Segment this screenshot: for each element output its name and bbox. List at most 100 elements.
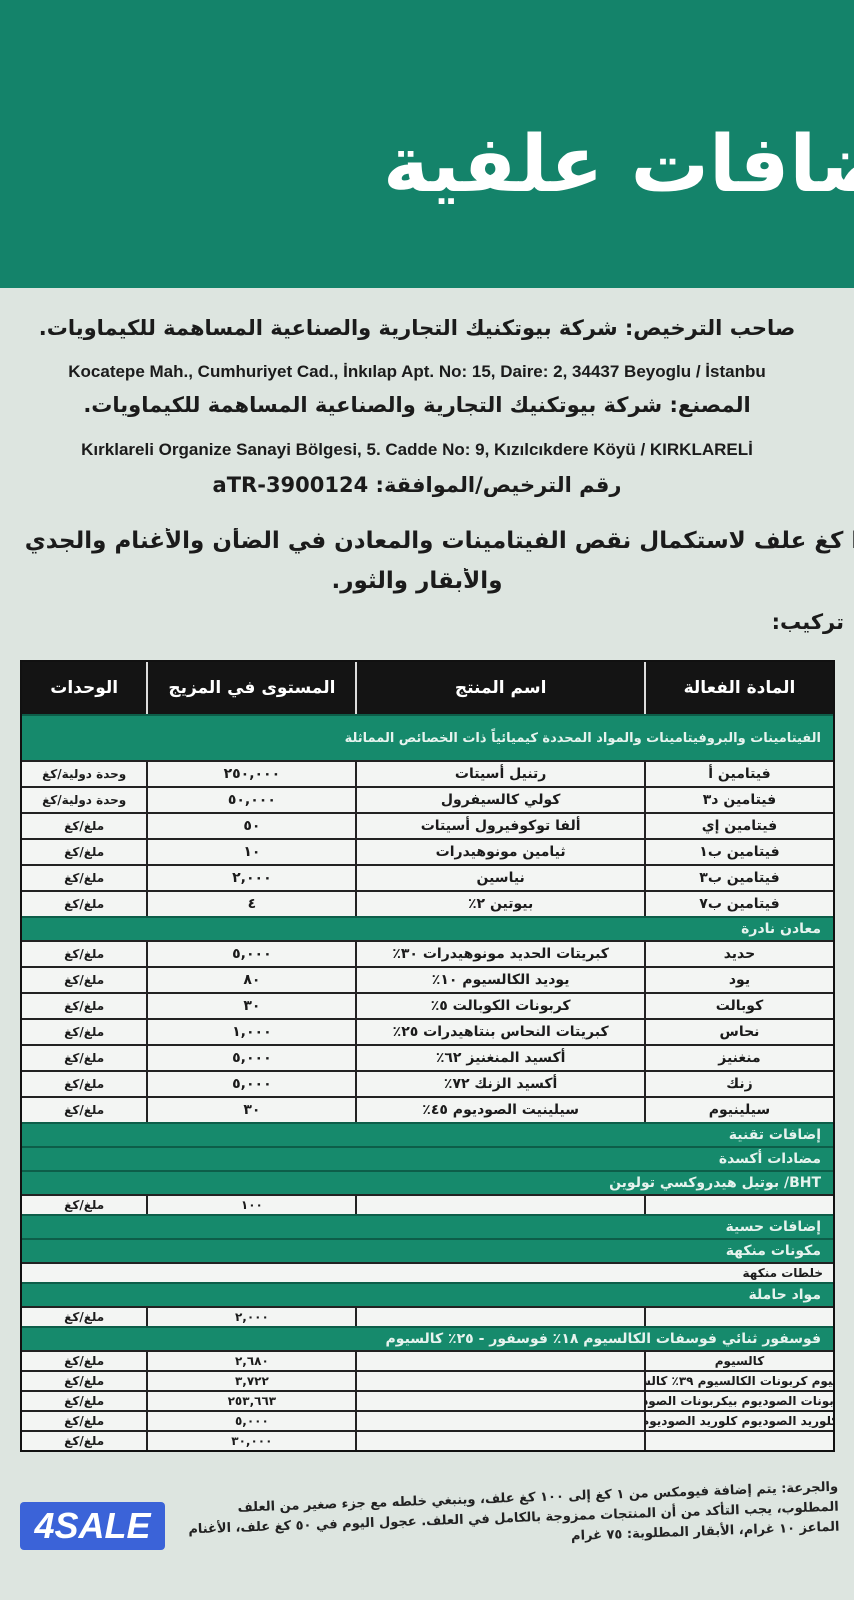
column-header: المادة الفعالة [643, 662, 833, 714]
watermark-logo: 4SALE [20, 1502, 165, 1550]
table-cell [355, 1196, 644, 1214]
manufacturer-address: Kırklareli Organize Sanayi Bölgesi, 5. C… [81, 440, 753, 459]
table-cell: ٥,٠٠٠ [146, 1412, 355, 1430]
table-cell: حديد [643, 942, 833, 966]
section-band-bht: BHT/ بوتيل هيدروكسي تولوين [22, 1170, 833, 1194]
table-row: فيتامين ب١ ثيامين مونوهيدرات ١٠ ملغ/كغ [22, 838, 833, 864]
table-cell: فيتامين ب٧ [643, 892, 833, 916]
section-band-vitamins: الفيتامينات والبروفيتامينات والمواد المح… [22, 714, 833, 760]
table-cell: ٨٠ [146, 968, 355, 992]
table-cell [355, 1308, 644, 1326]
section-band-technical: إضافات تقنية [22, 1122, 833, 1146]
table-cell: أكسيد المنغنيز ٦٢٪ [355, 1046, 644, 1070]
table-cell: كوبالت [643, 994, 833, 1018]
table-cell: ٣,٧٢٢ [146, 1372, 355, 1390]
column-header: اسم المنتج [355, 662, 644, 714]
table-cell: ملغ/كغ [64, 897, 105, 911]
table-cell: ٤ [146, 892, 355, 916]
table-cell: ملغ/كغ [64, 1374, 105, 1388]
table-cell: ملغ/كغ [64, 1434, 105, 1448]
table-row: حديد كبريتات الحديد مونوهيدرات ٣٠٪ ٥,٠٠٠ مل… [22, 940, 833, 966]
table-cell: ملغ/كغ [64, 871, 105, 885]
table-cell [643, 1196, 833, 1214]
table-cell: ألفا توكوفيرول أسيتات [355, 814, 644, 838]
table-cell: ٢٥٠,٠٠٠ [146, 762, 355, 786]
section-band-antioxidants: مضادات أكسدة [22, 1146, 833, 1170]
table-cell [355, 1372, 644, 1390]
table-cell: ٥,٠٠٠ [146, 1072, 355, 1096]
table-row: زنك أكسيد الزنك ٧٢٪ ٥,٠٠٠ ملغ/كغ [22, 1070, 833, 1096]
table-cell: ملغ/كغ [64, 973, 105, 987]
table-cell: منغنيز [643, 1046, 833, 1070]
table-cell: كلوريد الصوديوم كلوريد الصوديوم [643, 1412, 833, 1430]
table-row: يود يوديد الكالسيوم ١٠٪ ٨٠ ملغ/كغ [22, 966, 833, 992]
table-row: كالسيوم ٢,٦٨٠ ملغ/كغ [22, 1350, 833, 1370]
table-cell: ٥,٠٠٠ [146, 1046, 355, 1070]
table-row: سيلينيوم سيلينيت الصوديوم ٤٥٪ ٣٠ ملغ/كغ [22, 1096, 833, 1122]
table-cell: ٥,٠٠٠ [146, 942, 355, 966]
table-cell: كالسيوم كربونات الكالسيوم ٣٩٪ كالسيوم [643, 1372, 833, 1390]
table-cell [643, 1432, 833, 1450]
section-band-phosphorus: فوسفور ثنائي فوسفات الكالسيوم ١٨٪ فوسفور… [22, 1326, 833, 1350]
column-header: المستوى في المزيج [146, 662, 355, 714]
table-cell: ملغ/كغ [64, 1310, 105, 1324]
table-cell: ملغ/كغ [64, 845, 105, 859]
table-cell: زنك [643, 1072, 833, 1096]
table-cell: خلطات منكهة [742, 1266, 823, 1280]
table-cell: سيلينيت الصوديوم ٤٥٪ [355, 1098, 644, 1122]
flavor-mix-row: خلطات منكهة [22, 1262, 833, 1282]
table-cell: ١٠ [146, 840, 355, 864]
table-cell: ٣٠,٠٠٠ [146, 1432, 355, 1450]
table-cell: ملغ/كغ [64, 1051, 105, 1065]
table-cell: ملغ/كغ [64, 1394, 105, 1408]
table-cell [643, 1308, 833, 1326]
license-address: Kocatepe Mah., Cumhuriyet Cad., İnkılap … [68, 362, 766, 381]
table-cell: يود [643, 968, 833, 992]
table-cell: فيتامين د٣ [643, 788, 833, 812]
table-cell: فيتامين ب٣ [643, 866, 833, 890]
table-cell: نياسين [355, 866, 644, 890]
table-cell: ثيامين مونوهيدرات [355, 840, 644, 864]
table-cell: نحاس [643, 1020, 833, 1044]
table-cell: فيتامين أ [643, 762, 833, 786]
composition-label: تركيب: [771, 610, 844, 634]
table-row: فيتامين إي ألفا توكوفيرول أسيتات ٥٠ ملغ/كغ [22, 812, 833, 838]
table-cell: ملغ/كغ [64, 1077, 105, 1091]
table-cell: يوديد الكالسيوم ١٠٪ [355, 968, 644, 992]
table-cell: ملغ/كغ [64, 1354, 105, 1368]
table-cell: ملغ/كغ [64, 1414, 105, 1428]
table-cell: ٢,٦٨٠ [146, 1352, 355, 1370]
table-cell: ٣٠ [146, 994, 355, 1018]
table-cell: كربونات الكوبالت ٥٪ [355, 994, 644, 1018]
table-cell: كولي كالسيفرول [355, 788, 644, 812]
table-cell: بيوتين ٢٪ [355, 892, 644, 916]
table-row: ٣٠,٠٠٠ ملغ/كغ [22, 1430, 833, 1450]
table-row: فيتامين د٣ كولي كالسيفرول ٥٠,٠٠٠ وحدة دولية… [22, 786, 833, 812]
table-cell [355, 1352, 644, 1370]
table-row: كلوريد الصوديوم كلوريد الصوديوم ٥,٠٠٠ ملغ/… [22, 1410, 833, 1430]
table-row: فيتامين أ رتنيل أسيتات ٢٥٠,٠٠٠ وحدة دولية/ك… [22, 760, 833, 786]
table-row: نحاس كبريتات النحاس بنتاهيدرات ٢٥٪ ١,٠٠٠ مل… [22, 1018, 833, 1044]
column-header: الوحدات [50, 678, 119, 698]
section-band-flavoring: مكونات منكهة [22, 1238, 833, 1262]
table-cell: كبريتات الحديد مونوهيدرات ٣٠٪ [355, 942, 644, 966]
table-cell: سيلينيوم [643, 1098, 833, 1122]
table-row: منغنيز أكسيد المنغنيز ٦٢٪ ٥,٠٠٠ ملغ/كغ [22, 1044, 833, 1070]
section-band-sensory: إضافات حسية [22, 1214, 833, 1238]
table-cell: وحدة دولية/كغ [42, 767, 127, 781]
table-cell: ملغ/كغ [64, 1025, 105, 1039]
table-cell: ١٠٠ [146, 1196, 355, 1214]
table-cell: ٣٠ [146, 1098, 355, 1122]
section-band-minerals: معادن نادرة [22, 916, 833, 940]
table-cell: ٥٠ [146, 814, 355, 838]
composition-table: المادة الفعالة اسم المنتج المستوى في الم… [20, 660, 835, 1452]
purpose-line-1: ا كغ علف لاستكمال نقص الفيتامينات والمعا… [24, 528, 854, 554]
table-row: كالسيوم كربونات الكالسيوم ٣٩٪ كالسيوم ٣,٧… [22, 1370, 833, 1390]
table-cell [355, 1392, 644, 1410]
table-row: بيكربونات الصوديوم بيكربونات الصوديوم ٢٥٣… [22, 1390, 833, 1410]
section-band-carriers: مواد حاملة [22, 1282, 833, 1306]
table-cell: ٢,٠٠٠ [146, 1308, 355, 1326]
table-cell: وحدة دولية/كغ [42, 793, 127, 807]
table-cell: ملغ/كغ [64, 1198, 105, 1212]
table-cell: ملغ/كغ [64, 947, 105, 961]
